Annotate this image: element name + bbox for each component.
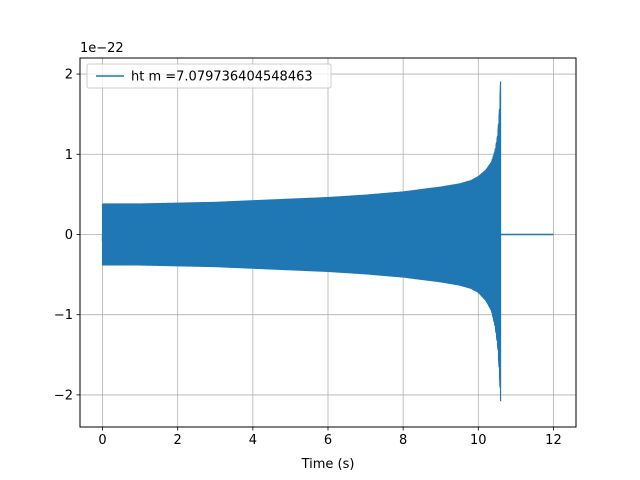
- x-tick-label: 0: [98, 433, 106, 448]
- y-ticks: −2 −1 0 1 2: [54, 68, 80, 403]
- x-tick-label: 12: [545, 433, 562, 448]
- x-tick-label: 10: [470, 433, 487, 448]
- offset-text: 1e−22: [80, 41, 124, 56]
- waveform-series: [101, 81, 502, 402]
- x-ticks: 0 2 4 6 8 10 12: [98, 427, 562, 448]
- legend-label: ht m =7.079736404548463: [131, 70, 313, 85]
- legend-box: [86, 63, 332, 89]
- y-tick-label: −1: [54, 308, 73, 323]
- x-axis-label: Time (s): [301, 457, 355, 472]
- y-tick-label: 0: [65, 228, 73, 243]
- y-tick-label: −2: [54, 388, 73, 403]
- y-tick-label: 2: [65, 68, 73, 83]
- x-tick-label: 6: [324, 433, 332, 448]
- x-tick-label: 2: [174, 433, 182, 448]
- x-tick-label: 4: [249, 433, 257, 448]
- x-tick-label: 8: [399, 433, 407, 448]
- series-layer: [101, 81, 554, 402]
- y-tick-label: 1: [65, 148, 73, 163]
- legend: ht m =7.079736404548463: [86, 63, 332, 89]
